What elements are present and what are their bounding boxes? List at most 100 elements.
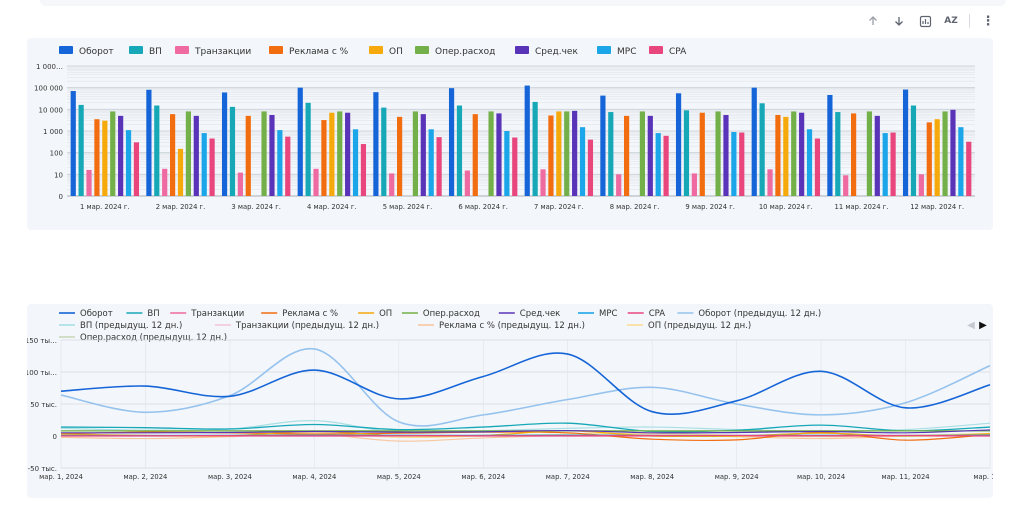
bar-мрс [882, 133, 888, 196]
bar-опер-расход [564, 111, 570, 196]
bar-реклама-с [170, 114, 176, 196]
series-line-оборот [60, 352, 991, 415]
legend-swatch [597, 46, 611, 54]
bar-опер-расход [412, 111, 418, 196]
bar-вп [532, 101, 538, 196]
bar-опер-расход [110, 111, 116, 196]
legend-prev-icon[interactable]: ◀ [967, 320, 975, 331]
legend-label: Оборот [80, 309, 113, 319]
chart-toolbar: AZ ⋮ [865, 12, 996, 30]
y-tick-label: 10 [54, 171, 63, 179]
line-chart: Оборот ВП Транзакции Реклама с % ОП Опер.расх… [25, 309, 1007, 481]
bar-вп [154, 105, 160, 196]
bar-cpa [739, 132, 745, 196]
bar-сред-чек [193, 115, 199, 196]
legend-item-мрс[interactable]: МРС [597, 46, 636, 57]
chart-settings-icon[interactable] [917, 12, 933, 30]
bar-реклама-с [699, 112, 705, 196]
bar-вп [78, 104, 84, 196]
x-tick-label: 1 мар. 2024 г. [80, 203, 130, 211]
bar-опер-расход [866, 111, 872, 196]
legend-label: Реклама с % (предыдущ. 12 дн.) [439, 321, 585, 331]
x-tick-label: мар. 10, 2024 [797, 473, 845, 481]
x-tick-label: 2 мар. 2024 г. [156, 203, 206, 211]
legend-label: Реклама с % [289, 47, 349, 57]
x-tick-label: 8 мар. 2024 г. [610, 203, 660, 211]
series-line-сред-чек [60, 429, 991, 434]
legend-label: Опер.расход [423, 309, 480, 319]
legend-item-оп[interactable]: ОП [369, 46, 403, 57]
bar-реклама-с [851, 113, 857, 196]
legend-item-транзакции[interactable]: Транзакции [170, 309, 244, 319]
x-tick-label: мар. 2, 2024 [124, 473, 168, 481]
bar-транзакции [162, 168, 168, 196]
bar-реклама-с [624, 115, 630, 196]
bar-сред-чек [345, 112, 351, 196]
legend-label: Транзакции (предыдущ. 12 дн.) [235, 321, 379, 331]
bar-сред-чек [118, 115, 124, 196]
bar-оп [102, 120, 108, 196]
legend-item-cpa[interactable]: CPA [649, 46, 687, 57]
bar-мрс [958, 127, 964, 196]
bar-оп [177, 148, 184, 196]
legend-swatch [269, 46, 283, 54]
bar-транзакции [767, 169, 773, 196]
bar-транзакции [389, 173, 395, 196]
legend-item-мрс[interactable]: МРС [578, 309, 617, 319]
bar-сред-чек [647, 115, 653, 196]
legend-item-оборот[interactable]: Оборот [59, 46, 114, 57]
legend-item-опер-расход-предыдущ-12-дн[interactable]: Опер.расход (предыдущ. 12 дн.) [59, 333, 227, 343]
x-tick-label: мар. 11, 2024 [881, 473, 929, 481]
bar-реклама-с [548, 115, 554, 196]
bar-мрс [579, 127, 586, 196]
legend-next-icon[interactable]: ▶ [979, 320, 987, 331]
y-tick-label: 0 [53, 433, 57, 441]
bar-мрс [731, 131, 737, 196]
bar-вп [381, 107, 387, 196]
x-tick-label: мар. 8, 2024 [630, 473, 674, 481]
legend-label: Транзакции [190, 309, 244, 319]
bar-транзакции [540, 169, 546, 196]
x-tick-label: мар. 1, 2024 [39, 473, 83, 481]
legend-item-вп[interactable]: ВП [129, 46, 162, 57]
legend-item-реклама-с[interactable]: Реклама с % [269, 46, 349, 57]
legend-label: ОП [379, 309, 392, 319]
legend-label: Опер.расход [435, 47, 495, 57]
legend-item-транзакции[interactable]: Транзакции [175, 46, 251, 57]
legend-label: ОП (предыдущ. 12 дн.) [648, 321, 751, 331]
legend-item-оборот[interactable]: Оборот [59, 309, 113, 319]
legend-item-реклама-с[interactable]: Реклама с % [261, 309, 338, 319]
legend-item-cpa[interactable]: CPA [627, 309, 666, 319]
bar-cpa [360, 144, 367, 196]
sort-az-icon[interactable]: AZ [944, 16, 958, 26]
bar-оборот [297, 87, 303, 196]
bar-cpa [436, 137, 442, 196]
legend-item-оборот-предыдущ-12-дн[interactable]: Оборот (предыдущ. 12 дн.) [677, 309, 821, 319]
legend-item-транзакции-предыдущ-12-дн[interactable]: Транзакции (предыдущ. 12 дн.) [214, 321, 379, 331]
arrow-up-icon[interactable] [865, 12, 881, 30]
legend-item-опер-расход[interactable]: Опер.расход [401, 309, 480, 319]
bar-chart: Оборот ВП Транзакции Реклама с % ОП Опер.расх… [34, 46, 975, 211]
legend-item-оп-предыдущ-12-дн[interactable]: ОП (предыдущ. 12 дн.) [627, 321, 751, 331]
x-tick-label: мар. 7, 2024 [546, 473, 590, 481]
legend-item-сред-чек[interactable]: Сред.чек [515, 46, 578, 57]
legend-item-вп-предыдущ-12-дн[interactable]: ВП (предыдущ. 12 дн.) [59, 321, 182, 331]
more-vert-icon[interactable]: ⋮ [981, 13, 995, 29]
arrow-down-icon[interactable] [891, 12, 907, 30]
bar-реклама-с [775, 114, 781, 196]
legend-item-вп[interactable]: ВП [126, 309, 160, 319]
bar-cpa [512, 137, 518, 196]
bar-cpa [890, 132, 896, 196]
legend-item-реклама-с-предыдущ-12-дн[interactable]: Реклама с % (предыдущ. 12 дн.) [418, 321, 585, 331]
legend-item-сред-чек[interactable]: Сред.чек [498, 309, 561, 319]
bar-опер-расход [337, 111, 343, 196]
bar-chart-panel: Оборот ВП Транзакции Реклама с % ОП Опер.расх… [27, 38, 993, 230]
legend-item-опер-расход[interactable]: Опер.расход [415, 46, 495, 57]
bar-транзакции [313, 168, 319, 196]
legend-item-оп[interactable]: ОП [358, 309, 392, 319]
bar-опер-расход [942, 111, 948, 196]
bar-сред-чек [950, 109, 956, 196]
bar-транзакции [86, 169, 92, 196]
legend-label: Реклама с % [282, 309, 338, 319]
bar-сред-чек [874, 115, 880, 196]
